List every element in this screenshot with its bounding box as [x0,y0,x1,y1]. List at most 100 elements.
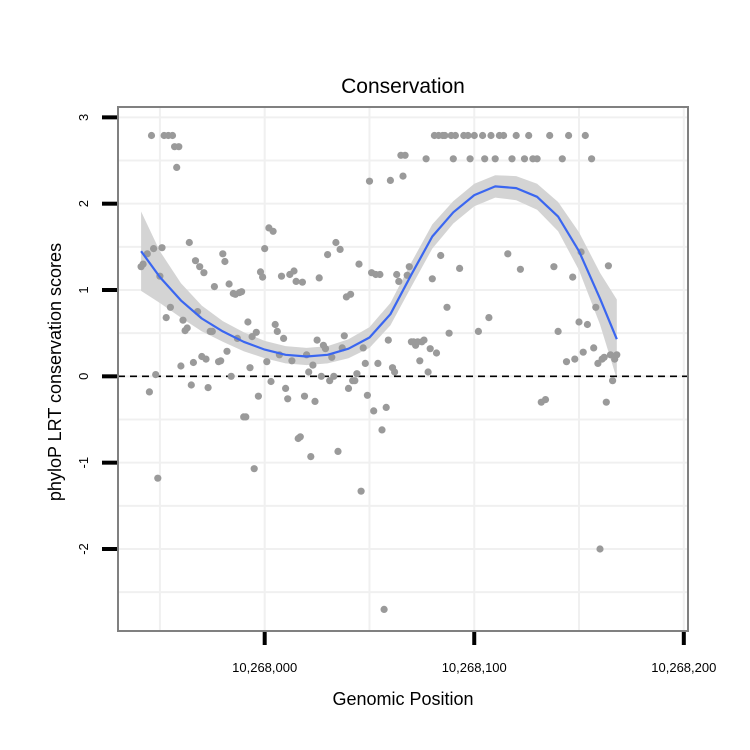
scatter-point [227,372,235,380]
scatter-point [313,336,321,344]
scatter-point [525,131,533,140]
scatter-point [516,265,525,273]
axes: 10,268,000 10,268,100 10,268,200 -2 -1 0 1 2 3 [76,114,716,675]
scatter-point [500,131,508,140]
scatter-point [426,345,434,353]
scatter-point [590,344,598,352]
scatter-point [363,391,371,399]
scatter-point [464,131,472,140]
scatter-point [250,465,258,473]
scatter-point [311,397,319,405]
scatter-point [432,349,441,357]
scatter-point [300,392,309,400]
scatter-point [581,131,589,140]
scatter-point [602,398,610,406]
scatter-point [280,334,288,342]
scatter-point [380,605,388,614]
scatter-point [391,368,399,376]
scatter-point [420,336,428,344]
scatter-point [315,274,323,282]
scatter-point [336,245,344,253]
scatter-point [596,545,604,553]
loess-smooth-line [140,185,618,358]
scatter-point [443,303,451,311]
scatter-point [401,151,409,159]
scatter-point [365,177,374,185]
scatter-point [491,155,499,163]
scatter-point [261,245,269,253]
scatter-point [223,347,231,355]
scatter-point [451,131,459,140]
scatter-point [399,172,407,180]
scatter-point [189,358,197,367]
y-tick-label: 3 [76,114,91,121]
scatter-point [259,273,267,281]
scatter-point [202,355,210,363]
scatter-point [370,407,378,415]
scatter-point [353,370,361,378]
scatter-point [378,426,386,434]
scatter-point [334,447,342,455]
scatter-point [246,364,254,372]
scatter-point [422,155,430,163]
scatter-point [393,270,401,279]
scatter-point [196,263,204,271]
scatter-point [382,403,390,411]
scatter-point [604,262,613,270]
scatter-point [613,351,621,359]
scatter-point [242,413,250,421]
scatter-points [137,131,621,614]
scatter-point [208,327,216,335]
scatter-point [210,283,218,291]
scatter-point [321,345,330,353]
scatter-point [152,371,160,379]
scatter-point [428,275,436,283]
scatter-point [219,250,227,258]
scatter-point [609,377,617,385]
scatter-point [487,131,495,140]
scatter-point [166,303,174,311]
scatter-point [191,257,200,265]
scatter-point [565,131,573,140]
scatter-point [307,453,315,461]
scatter-point [550,263,558,271]
y-tick-label: -2 [76,543,91,555]
y-tick-label: 2 [76,200,91,207]
scatter-point [520,155,529,163]
scatter-point [238,288,246,296]
y-tick-label: 1 [76,286,91,293]
scatter-point [386,176,394,184]
scatter-point [361,359,369,367]
x-axis-title: Genomic Position [332,689,473,709]
scatter-point [571,355,579,363]
scatter-point [221,257,229,266]
scatter-point [298,278,306,286]
scatter-point [376,270,384,279]
scatter-point [445,329,453,337]
scatter-point [150,245,158,253]
scatter-point [592,303,600,311]
scatter-point [437,251,445,260]
scatter-point [305,368,313,376]
scatter-point [340,332,348,340]
scatter-point [328,353,336,361]
scatter-point [481,155,489,163]
scatter-point [290,267,298,275]
scatter-point [575,318,583,326]
scatter-point [168,131,177,140]
scatter-point [139,260,147,268]
scatter-point [282,384,290,392]
scatter-point [330,372,338,380]
scatter-point [183,324,191,332]
scatter-point [173,163,181,171]
scatter-point [508,155,516,163]
scatter-point [344,384,353,392]
scatter-point [145,388,153,396]
scatter-point [154,474,162,482]
scatter-point [470,131,478,140]
scatter-point [546,131,554,140]
scatter-point [244,318,252,326]
scatter-point [351,377,359,385]
